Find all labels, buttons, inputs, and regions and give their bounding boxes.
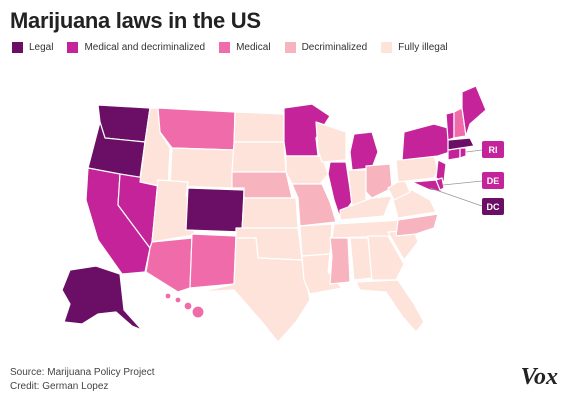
legend-item-legal: Legal xyxy=(12,42,53,53)
state-missouri[interactable] xyxy=(291,183,337,227)
state-kansas[interactable] xyxy=(241,197,299,229)
legend-swatch-decriminalized xyxy=(284,42,296,53)
state-new-york[interactable] xyxy=(401,123,451,161)
state-north-dakota[interactable] xyxy=(233,111,285,143)
callout-ri-label: RI xyxy=(489,145,498,155)
us-map: RI DE DC xyxy=(61,85,504,343)
state-mississippi[interactable] xyxy=(329,237,351,285)
state-south-dakota[interactable] xyxy=(231,141,287,173)
state-colorado[interactable] xyxy=(185,187,245,233)
legend-label-decriminalized: Decriminalized xyxy=(301,42,368,53)
legend-item-medical: Medical xyxy=(219,42,271,53)
state-arkansas[interactable] xyxy=(299,223,333,257)
legend-item-illegal: Fully illegal xyxy=(381,42,448,53)
state-delaware[interactable] xyxy=(435,177,445,191)
state-maine[interactable] xyxy=(461,85,487,137)
legend-label-medical-decriminalized: Medical and decriminalized xyxy=(84,42,206,53)
state-georgia[interactable] xyxy=(367,235,405,281)
state-kentucky[interactable] xyxy=(339,195,393,221)
map-title: Marijuana laws in the US xyxy=(10,8,261,33)
state-texas[interactable] xyxy=(199,237,311,343)
state-vermont[interactable] xyxy=(445,111,455,141)
state-hawaii[interactable] xyxy=(164,292,205,319)
state-new-mexico[interactable] xyxy=(189,233,237,289)
legend-label-legal: Legal xyxy=(29,42,54,53)
state-montana[interactable] xyxy=(157,107,236,151)
state-washington[interactable] xyxy=(97,104,151,143)
state-ohio[interactable] xyxy=(365,163,393,199)
state-alaska[interactable] xyxy=(61,265,143,331)
callout-dc: DC xyxy=(429,187,504,215)
callout-de-label: DE xyxy=(487,176,500,186)
state-florida[interactable] xyxy=(355,279,425,333)
vox-logo: Vox xyxy=(520,364,558,390)
legend-swatch-medical xyxy=(219,42,231,53)
state-wisconsin[interactable] xyxy=(315,121,347,163)
state-michigan[interactable] xyxy=(349,131,379,171)
legend-swatch-legal xyxy=(12,42,23,53)
callout-de: DE xyxy=(442,172,504,189)
legend-item-medical-decriminalized: Medical and decriminalized xyxy=(67,42,205,53)
legend-label-illegal: Fully illegal xyxy=(398,42,448,53)
legend: Legal Medical and decriminalized Medical… xyxy=(12,42,448,53)
legend-item-decriminalized: Decriminalized xyxy=(284,42,368,53)
legend-swatch-medical-decriminalized xyxy=(67,42,79,53)
footer: Source: Marijuana Policy Project Credit:… xyxy=(10,366,155,394)
callout-ri: RI xyxy=(465,141,504,158)
credit-line: Credit: German Lopez xyxy=(10,381,109,392)
state-rhode-island[interactable] xyxy=(459,147,467,159)
callout-dc-label: DC xyxy=(487,202,500,212)
state-new-jersey[interactable] xyxy=(435,159,447,183)
source-line: Source: Marijuana Policy Project xyxy=(10,367,155,378)
state-minnesota[interactable] xyxy=(283,103,331,157)
legend-label-medical: Medical xyxy=(236,42,271,53)
state-north-carolina[interactable] xyxy=(395,213,439,237)
state-arizona[interactable] xyxy=(145,237,193,293)
legend-swatch-illegal xyxy=(381,42,393,53)
state-massachusetts[interactable] xyxy=(447,137,475,151)
